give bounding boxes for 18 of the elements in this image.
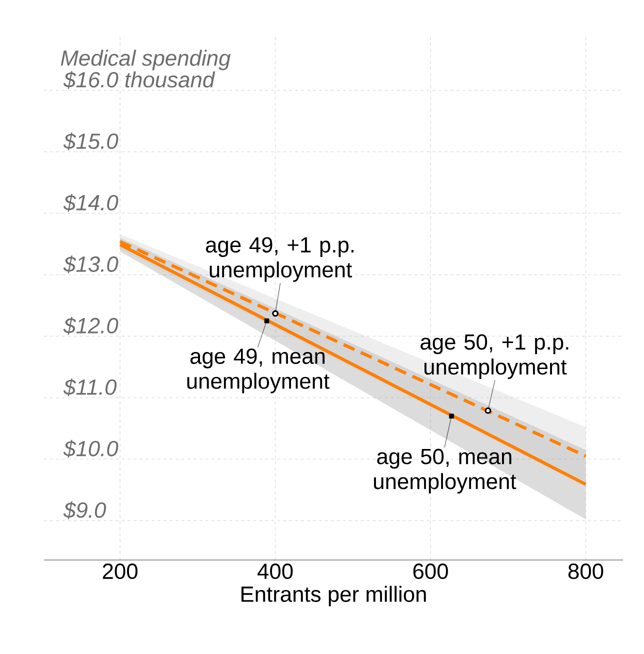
y-tick-label: $13.0 (63, 255, 118, 274)
x-tick-label: 800 (568, 564, 604, 580)
y-tick-label: $14.0 (63, 194, 118, 212)
y-tick-label: $16.0 thousand (63, 71, 216, 89)
y-tick-label: $15.0 (63, 132, 118, 150)
annotation: age 50, mean unemployment (374, 448, 516, 494)
x-tick-label: 600 (413, 564, 448, 580)
x-tick-label: 200 (102, 564, 138, 580)
y-axis-title: Medical spending (60, 50, 231, 70)
y-tick-label: $9.0 (63, 501, 106, 520)
annotation: age 49, +1 p.p. unemployment (206, 237, 354, 282)
annotation: age 49, mean unemployment (187, 348, 330, 394)
y-tick-label: $10.0 (63, 440, 118, 458)
x-tick-label: 400 (258, 564, 293, 580)
y-tick-label: $12.0 (63, 316, 118, 335)
annotation: age 50, +1 p.p. unemployment (420, 334, 568, 379)
x-axis-title: Entrants per million (242, 586, 426, 606)
y-tick-label: $11.0 (63, 378, 117, 396)
